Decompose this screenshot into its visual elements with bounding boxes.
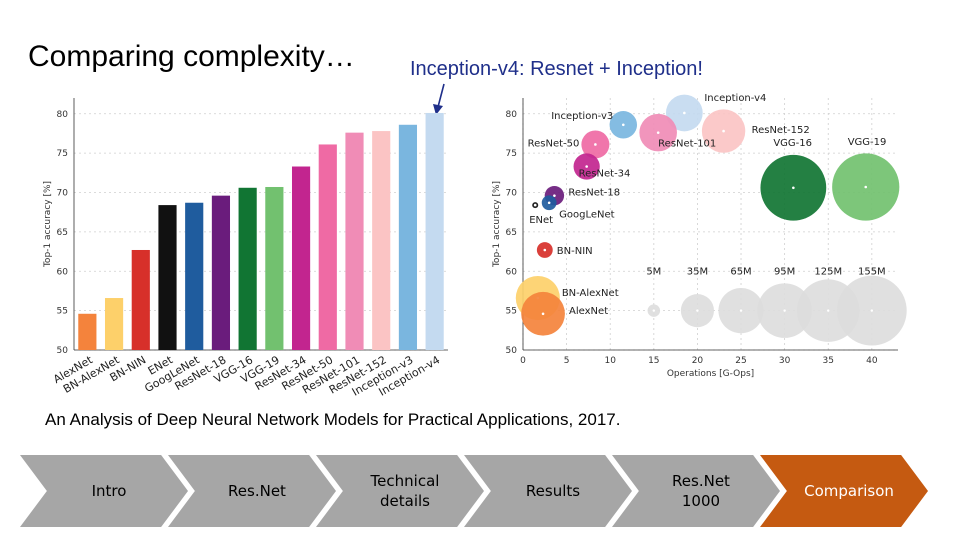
point-center — [656, 131, 660, 134]
point-label: VGG-19 — [848, 137, 887, 148]
point-label: GoogLeNet — [559, 210, 615, 221]
x-tick-label: 25 — [735, 356, 746, 366]
point-label: BN-AlexNet — [562, 288, 619, 299]
point-label: ResNet-50 — [528, 138, 580, 149]
point-center — [864, 185, 868, 189]
y-tick-label: 70 — [506, 189, 518, 199]
nav-step-intro[interactable]: Intro — [20, 455, 188, 527]
bar-vgg-19 — [265, 186, 284, 350]
progress-nav: Intro Res.Net Technical details Results Res.… — [0, 455, 960, 527]
x-tick-label: 5 — [564, 356, 570, 366]
point-label: BN-NIN — [557, 246, 593, 257]
size-legend-center — [652, 309, 656, 312]
bar-resnet-18 — [211, 195, 231, 350]
nav-step-label: Intro — [91, 482, 127, 500]
point-label: ResNet-34 — [579, 169, 631, 180]
size-legend-label: 35M — [687, 266, 708, 277]
x-axis-label: Operations [G-Ops] — [667, 369, 754, 379]
point-center — [683, 111, 686, 115]
y-tick-label: 50 — [57, 346, 69, 356]
x-tick-label: 10 — [604, 356, 616, 366]
size-legend-label: 125M — [814, 266, 842, 277]
size-legend-center — [696, 309, 699, 312]
bar-bn-nin — [131, 249, 150, 350]
point-label: Inception-v4 — [704, 93, 766, 104]
point-label: AlexNet — [569, 306, 608, 317]
bar-vgg-16 — [238, 187, 257, 350]
nav-step-label: Results — [525, 482, 581, 500]
pointer-arrow-icon — [433, 83, 445, 115]
point-center — [585, 165, 588, 168]
nav-step-label: Res.Net 1000 — [672, 472, 730, 510]
size-legend-label: 65M — [730, 266, 751, 277]
size-legend-center — [739, 309, 743, 312]
point-center — [792, 186, 795, 190]
x-tick-label: 30 — [779, 356, 791, 366]
bar-inception-v3 — [398, 124, 418, 351]
point-label: Inception-v3 — [551, 111, 613, 122]
y-tick-label: 55 — [57, 307, 68, 317]
nav-step-res-net[interactable]: Res.Net — [168, 455, 336, 527]
size-legend-center — [783, 309, 786, 312]
size-legend-center — [870, 309, 874, 312]
point-center — [594, 143, 597, 146]
y-tick-label: 65 — [57, 228, 68, 238]
size-legend-label: 155M — [858, 266, 886, 277]
y-tick-label: 65 — [506, 228, 517, 238]
y-tick-label: 50 — [506, 346, 518, 356]
nav-step-results[interactable]: Results — [464, 455, 632, 527]
bar-resnet-152 — [372, 131, 391, 350]
point-label: ResNet-152 — [752, 125, 810, 136]
point-center — [722, 129, 725, 133]
x-tick-label: 40 — [866, 356, 878, 366]
y-tick-label: 80 — [506, 110, 518, 120]
nav-step-technical-details[interactable]: Technical details — [316, 455, 484, 527]
size-legend-center — [827, 309, 830, 312]
point-center — [547, 201, 551, 205]
y-tick-label: 80 — [57, 110, 69, 120]
bar-bn-alexnet — [104, 298, 124, 350]
x-tick-label: 20 — [692, 356, 704, 366]
bar-alexnet — [78, 313, 97, 350]
point-center — [621, 123, 625, 127]
nav-step-label: Res.Net — [228, 482, 286, 500]
point-center — [553, 194, 556, 197]
citation: An Analysis of Deep Neural Network Model… — [45, 410, 621, 429]
x-tick-label: 0 — [520, 356, 526, 366]
y-axis-label: Top-1 accuracy [%] — [492, 181, 502, 268]
ops-bubble-chart: 50 55 60 65 70 75 80 0 5 10 15 20 25 30 35 40 Top-1 accu… — [492, 93, 907, 379]
nav-step-comparison[interactable]: Comparison — [760, 455, 928, 527]
nav-step-label: Technical details — [370, 472, 440, 510]
slide-title: Comparing complexity… — [28, 40, 355, 73]
x-tick-label: 15 — [648, 356, 659, 366]
point-center — [541, 312, 545, 316]
y-axis-label: Top-1 accuracy [%] — [43, 181, 53, 268]
bar-googlenet — [185, 202, 204, 350]
point-label: VGG-16 — [773, 138, 812, 149]
y-tick-label: 75 — [57, 149, 68, 159]
nav-step-res-net-1000[interactable]: Res.Net 1000 — [612, 455, 780, 527]
point-center — [533, 203, 537, 207]
nav-step-label: Comparison — [804, 482, 894, 500]
bar-resnet-50 — [318, 144, 337, 350]
bar-resnet-34 — [291, 166, 311, 350]
y-tick-label: 75 — [506, 149, 517, 159]
size-legend-label: 95M — [774, 266, 795, 277]
bar-inception-v4 — [425, 112, 444, 351]
point-label: ResNet-101 — [658, 139, 716, 150]
bar-resnet-101 — [345, 132, 364, 350]
size-legend-label: 5M — [646, 266, 661, 277]
bar-enet — [158, 205, 177, 350]
y-tick-label: 60 — [57, 267, 69, 277]
x-tick-label: 35 — [823, 356, 834, 366]
point-label: ENet — [529, 215, 553, 226]
y-tick-label: 70 — [57, 189, 69, 199]
point-label: ResNet-18 — [568, 188, 620, 199]
slide-subtitle: Inception-v4: Resnet + Inception! — [410, 58, 703, 80]
y-tick-label: 60 — [506, 267, 518, 277]
y-tick-label: 55 — [506, 307, 517, 317]
point-center — [543, 248, 547, 252]
